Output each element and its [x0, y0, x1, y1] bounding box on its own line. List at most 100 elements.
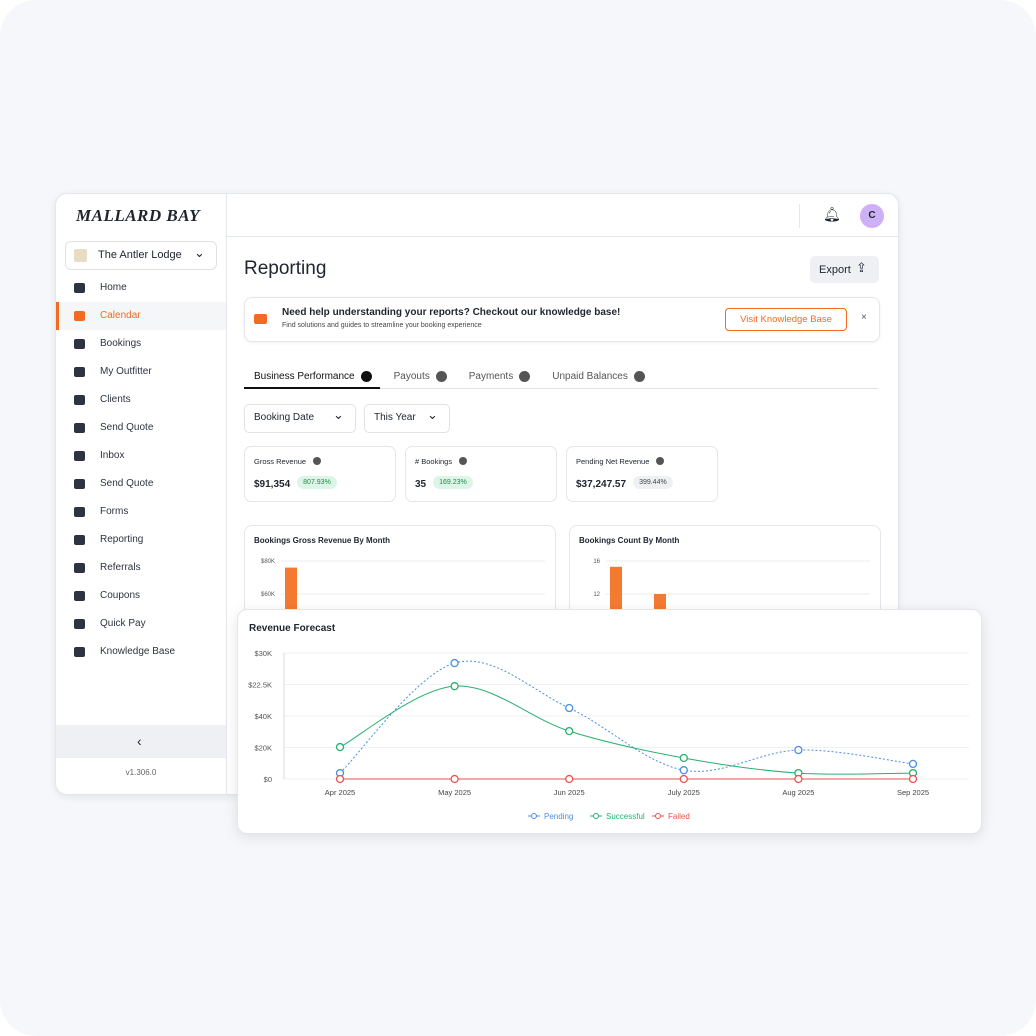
- point: [908, 774, 918, 784]
- point: [565, 703, 574, 713]
- nav-label: My Outfitter: [100, 366, 152, 377]
- nav-icon: [74, 479, 85, 489]
- point: [335, 774, 345, 784]
- nav-item[interactable]: Coupons: [56, 582, 226, 610]
- point: [794, 745, 803, 755]
- x-tick-label: Apr 2025: [325, 788, 355, 797]
- lodge-select[interactable]: The Antler Lodge ⌄: [65, 241, 217, 270]
- chevron: ⌄: [194, 245, 205, 260]
- nav-label: Reporting: [100, 534, 144, 545]
- nav-icon: [74, 311, 85, 321]
- close[interactable]: ×: [861, 312, 867, 323]
- nav-icon: [74, 619, 85, 629]
- nav-icon: [74, 507, 85, 517]
- info-icon: [360, 371, 372, 382]
- legend-marker: [655, 813, 661, 819]
- knowledge-button[interactable]: Visit Knowledge Base: [725, 308, 847, 331]
- info-icon: [435, 371, 447, 382]
- nav-icon: [74, 339, 85, 349]
- chart-title: Bookings Count By Month: [579, 536, 680, 545]
- legend-marker: [531, 813, 537, 819]
- tab[interactable]: Unpaid Balances: [552, 371, 628, 382]
- nav-icon: [74, 451, 85, 461]
- point: [679, 766, 688, 775]
- nav-item[interactable]: Bookings: [56, 330, 226, 358]
- point: [335, 742, 345, 752]
- filter-label: This Year: [374, 412, 416, 423]
- y-tick-label: $30K: [254, 649, 272, 658]
- nav-item[interactable]: Send Quote: [56, 414, 226, 442]
- collapse-button[interactable]: ‹: [56, 725, 226, 758]
- kpi-card: Pending Net Revenue $37,247.57 399.44%: [566, 446, 718, 502]
- nav-item[interactable]: Home: [56, 274, 226, 302]
- nav-item[interactable]: Clients: [56, 386, 226, 414]
- legend-label[interactable]: Failed: [668, 812, 690, 821]
- x-tick-label: Jun 2025: [554, 788, 585, 797]
- nav-item[interactable]: Send Quote: [56, 470, 226, 498]
- point: [679, 753, 688, 763]
- banner-title: Need help understanding your reports? Ch…: [282, 307, 621, 318]
- bell[interactable]: 🔔︎: [823, 206, 841, 222]
- nav-label: Clients: [100, 394, 131, 405]
- nav-icon: [74, 283, 85, 293]
- kpi-label: # Bookings: [415, 457, 453, 466]
- nav-label: Knowledge Base: [100, 646, 176, 657]
- export-icon: ⇪: [856, 260, 867, 275]
- point: [565, 774, 574, 784]
- info-icon: [313, 457, 322, 465]
- tab[interactable]: Payouts: [393, 371, 430, 382]
- y-tick-label: $0: [264, 775, 272, 784]
- info-icon: [459, 457, 468, 465]
- tab-underline: [244, 387, 380, 389]
- nav-item[interactable]: Referrals: [56, 554, 226, 582]
- kpi-label: Gross Revenue: [254, 457, 307, 466]
- tab[interactable]: Payments: [468, 371, 514, 382]
- banner-subtitle: Find solutions and guides to streamline …: [282, 322, 482, 329]
- y-tick-label: $80K: [261, 559, 275, 565]
- divider: [799, 204, 800, 228]
- y-tick-label: $40K: [254, 712, 272, 721]
- y-tick-label: $22.5K: [248, 681, 272, 690]
- collapse-icon: ‹: [137, 733, 142, 749]
- forecast-title: Revenue Forecast: [249, 623, 336, 634]
- book-icon: [254, 314, 267, 324]
- kpi-change: 169.23%: [433, 476, 473, 489]
- nav-item[interactable]: Quick Pay: [56, 610, 226, 638]
- x-tick-label: Aug 2025: [782, 788, 814, 797]
- filter-select[interactable]: This Year ⌄: [364, 404, 450, 433]
- forecast-card: Revenue Forecast $30K $22.5K $40K $20K $0 Apr…: [237, 609, 982, 834]
- kpi-card: Gross Revenue $91,354 807.93%: [244, 446, 396, 502]
- nav-label: Quick Pay: [100, 618, 146, 629]
- tabs-line: [244, 388, 878, 389]
- x-tick-label: Sep 2025: [897, 788, 929, 797]
- sidebar-divider: [226, 194, 227, 794]
- info-icon: [633, 371, 645, 382]
- nav-item[interactable]: Inbox: [56, 442, 226, 470]
- tab[interactable]: Business Performance: [254, 371, 355, 382]
- lodge-name: The Antler Lodge: [98, 249, 182, 261]
- kpi-value: 35: [415, 479, 427, 490]
- nav-icon: [74, 423, 85, 433]
- kpi-label: Pending Net Revenue: [576, 457, 650, 466]
- legend-label[interactable]: Successful: [606, 812, 645, 821]
- nav-item[interactable]: My Outfitter: [56, 358, 226, 386]
- nav-label: Send Quote: [100, 478, 154, 489]
- header-divider: [226, 236, 898, 237]
- nav-icon: [74, 395, 85, 405]
- nav-label: Forms: [100, 506, 129, 517]
- banner: Need help understanding your reports? Ch…: [244, 297, 880, 342]
- nav-icon: [74, 367, 85, 377]
- avatar[interactable]: C: [860, 204, 884, 228]
- filter-select[interactable]: Booking Date ⌄: [244, 404, 356, 433]
- nav-item[interactable]: Knowledge Base: [56, 638, 226, 666]
- point: [794, 774, 803, 784]
- nav-item[interactable]: Calendar: [56, 302, 226, 330]
- y-tick-label: $60K: [261, 592, 275, 598]
- nav-icon: [74, 535, 85, 545]
- nav-item[interactable]: Forms: [56, 498, 226, 526]
- nav-label: Send Quote: [100, 422, 154, 433]
- legend-label[interactable]: Pending: [544, 812, 573, 821]
- export-button[interactable]: Export ⇪: [810, 256, 879, 283]
- page-title: Reporting: [244, 258, 327, 279]
- nav-item[interactable]: Reporting: [56, 526, 226, 554]
